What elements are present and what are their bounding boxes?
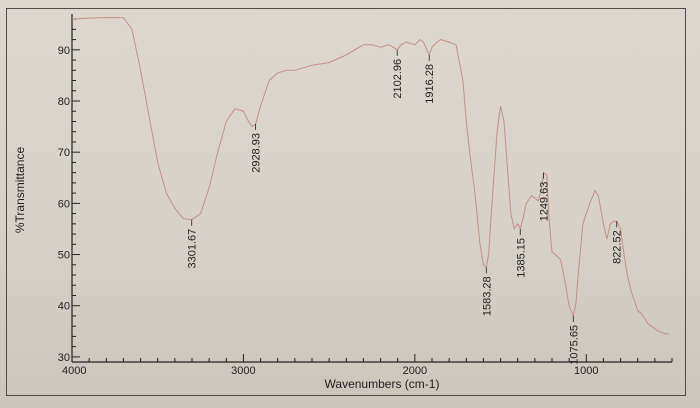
peak-label: 1385.15	[515, 238, 527, 278]
peak-label: 822.52	[612, 230, 624, 264]
y-tick-label: 30	[58, 352, 70, 364]
y-tick-label: 80	[58, 96, 70, 108]
y-tick-label: 50	[58, 250, 70, 262]
peak-label: 1075.65	[568, 325, 580, 365]
y-axis-ticks: 30 40 50 60 70 80 90	[58, 18, 80, 364]
peak-label: 2102.96	[392, 59, 404, 99]
peak-labels: 3301.67 2928.93 2102.96 1916.28 1583.28 1385.…	[187, 49, 624, 365]
y-tick-label: 70	[58, 147, 70, 159]
spectrum-line	[71, 17, 669, 335]
x-tick-label: 3000	[231, 365, 255, 377]
axes	[71, 14, 672, 363]
peak-label: 3301.67	[187, 229, 199, 269]
x-tick-label: 4000	[62, 365, 86, 377]
peak-label: 2928.93	[251, 133, 263, 173]
y-tick-label: 60	[58, 198, 70, 210]
y-tick-label: 90	[58, 45, 70, 57]
x-axis-ticks: 4000 3000 2000 1000	[62, 354, 673, 377]
x-tick-label: 1000	[574, 365, 598, 377]
peak-label: 1583.28	[481, 276, 493, 316]
peak-label: 1249.63	[538, 182, 550, 222]
y-axis-title: %Transmittance	[13, 147, 27, 234]
x-axis-title: Wavenumbers (cm-1)	[325, 377, 440, 391]
chart-frame	[6, 8, 686, 396]
x-tick-label: 2000	[403, 365, 427, 377]
peak-label: 1916.28	[424, 64, 436, 104]
y-tick-label: 40	[58, 301, 70, 313]
